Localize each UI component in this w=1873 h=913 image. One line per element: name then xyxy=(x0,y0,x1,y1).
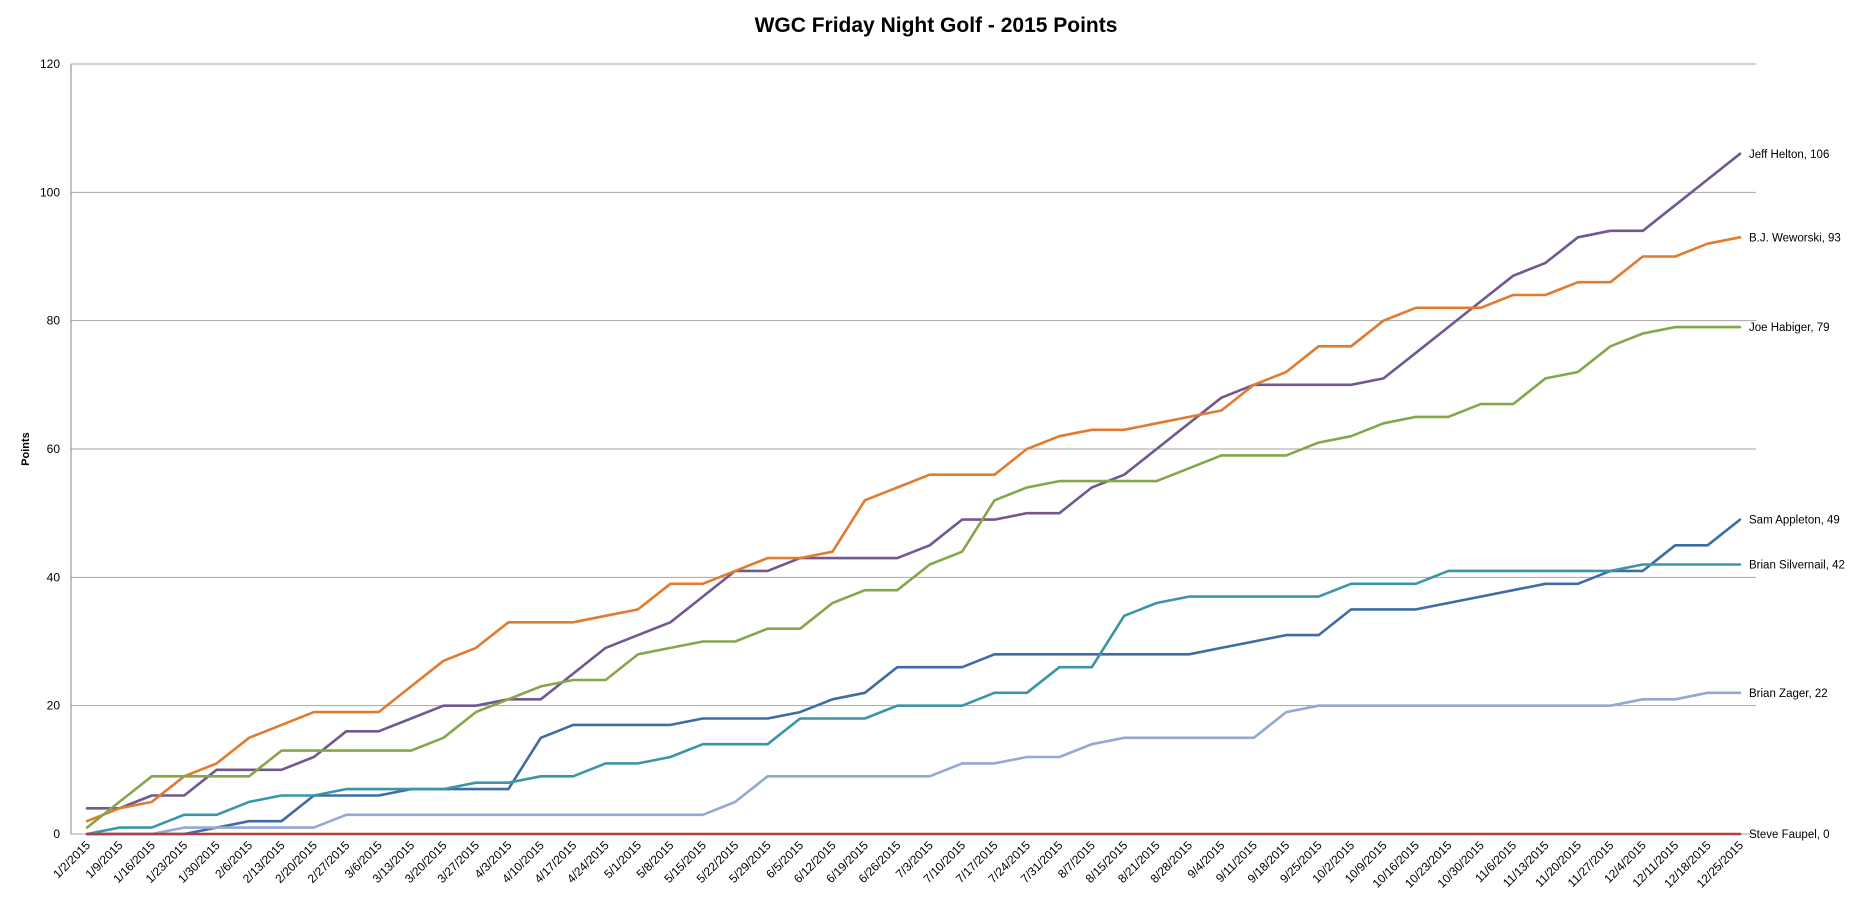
series-line-brian-zager xyxy=(85,691,1742,836)
series-end-label: Joe Habiger, 79 xyxy=(1749,322,1830,334)
y-tick-label: 120 xyxy=(40,57,60,71)
series-end-label: B.J. Weworski, 93 xyxy=(1749,232,1841,244)
series-line-joe-habiger xyxy=(85,325,1742,829)
series-end-label: Sam Appleton, 49 xyxy=(1749,515,1840,527)
series-lines xyxy=(85,152,1742,836)
y-tick-label: 100 xyxy=(40,185,60,199)
series-end-label: Brian Zager, 22 xyxy=(1749,688,1828,700)
series-line-b-j-weworski xyxy=(85,236,1742,823)
y-tick-label: 80 xyxy=(47,314,61,328)
series-line-jeff-helton xyxy=(85,152,1742,810)
y-tick-label: 40 xyxy=(47,570,61,584)
y-tick-label: 0 xyxy=(53,827,60,841)
series-end-label: Brian Silvernail, 42 xyxy=(1749,560,1845,572)
series-end-label: Jeff Helton, 106 xyxy=(1749,149,1829,161)
y-axis-ticks: 0 20 40 60 80 100 120 xyxy=(40,57,60,841)
series-line-brian-silvernail xyxy=(85,563,1742,836)
series-line-sam-appleton xyxy=(85,518,1742,836)
y-tick-label: 20 xyxy=(47,699,61,713)
series-end-label: Steve Faupel, 0 xyxy=(1749,829,1830,841)
y-axis-label: Points xyxy=(20,432,32,466)
y-tick-label: 60 xyxy=(47,442,61,456)
series-end-labels: Jeff Helton, 106 B.J. Weworski, 93 Joe Hab… xyxy=(1749,149,1845,841)
chart-title: WGC Friday Night Golf - 2015 Points xyxy=(755,14,1118,37)
